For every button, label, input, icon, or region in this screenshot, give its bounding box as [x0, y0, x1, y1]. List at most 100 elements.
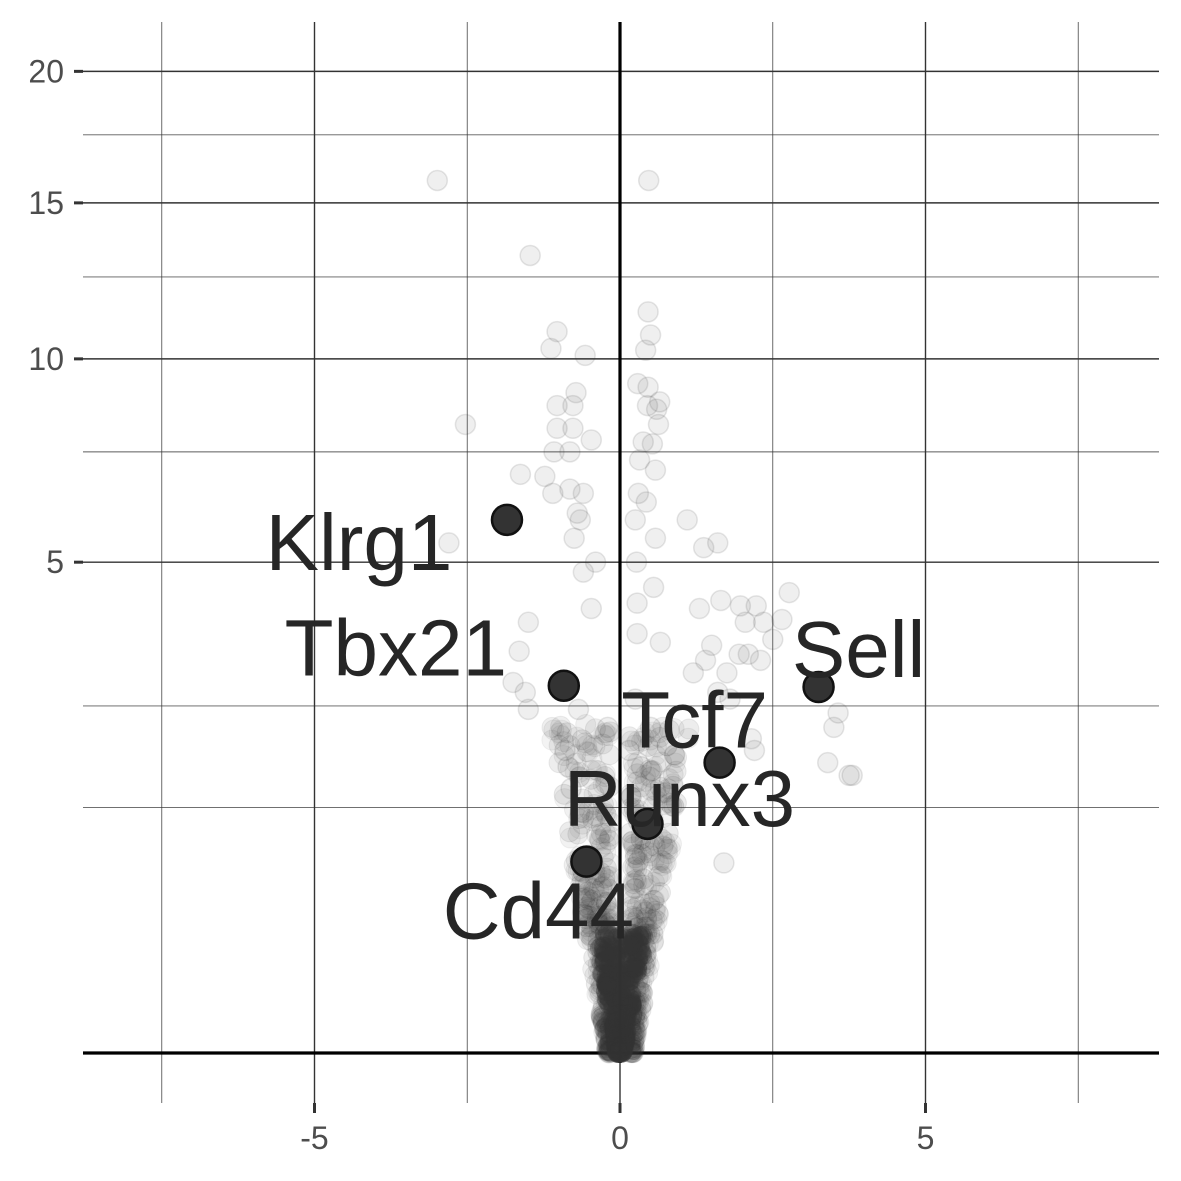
data-point [595, 833, 617, 855]
data-point [612, 1033, 633, 1054]
data-point [610, 978, 631, 999]
data-point [644, 459, 667, 481]
data-point [620, 1040, 642, 1062]
data-point [587, 912, 609, 934]
data-point [590, 889, 612, 911]
data-point [607, 1031, 628, 1052]
data-point [572, 482, 595, 505]
data-point [611, 1042, 632, 1063]
data-point [629, 926, 650, 947]
data-point [648, 391, 671, 413]
data-point [596, 914, 618, 936]
data-point [622, 990, 644, 1012]
data-point [630, 999, 652, 1021]
data-point [622, 1039, 644, 1061]
data-point [575, 908, 597, 930]
highlighted-points [490, 503, 835, 878]
data-point [597, 946, 619, 968]
data-point [592, 774, 614, 796]
data-point [600, 1041, 622, 1063]
data-point [605, 1034, 626, 1055]
data-point [589, 984, 611, 1006]
data-point [583, 878, 605, 900]
data-point [569, 765, 591, 787]
data-point [628, 1003, 650, 1025]
data-point [620, 970, 641, 991]
data-point [632, 899, 654, 921]
data-point [626, 1009, 648, 1031]
data-point [601, 937, 622, 958]
data-point [597, 976, 618, 997]
data-point [596, 805, 618, 827]
data-point [514, 681, 537, 704]
data-point [628, 948, 649, 969]
data-point [604, 986, 625, 1007]
data-point [630, 929, 652, 951]
data-point [630, 956, 652, 978]
data-point [622, 1041, 644, 1063]
data-point [613, 1003, 634, 1024]
data-point [630, 925, 652, 947]
data-point [581, 807, 603, 829]
data-point [626, 622, 648, 645]
data-point [606, 1038, 627, 1059]
data-point [607, 1041, 628, 1062]
data-point [580, 920, 602, 942]
data-point [622, 1042, 644, 1064]
data-point [740, 727, 763, 750]
data-point [621, 1021, 643, 1043]
data-point [604, 1019, 625, 1040]
data-point [639, 716, 662, 739]
data-point [598, 975, 620, 997]
data-point [634, 770, 656, 792]
data-point [629, 972, 651, 994]
data-point [749, 649, 772, 672]
data-point [543, 719, 565, 741]
data-point [588, 914, 610, 936]
data-point [599, 1022, 621, 1044]
data-point [612, 1018, 633, 1039]
data-point [663, 744, 685, 766]
data-point [621, 984, 642, 1005]
data-point [624, 927, 645, 948]
data-point [591, 936, 613, 958]
data-point [636, 923, 658, 945]
data-point [632, 944, 653, 965]
data-point [635, 943, 657, 965]
data-point [621, 984, 643, 1006]
data-point [600, 943, 622, 965]
data-point [651, 854, 673, 876]
data-point [645, 895, 667, 917]
data-point [619, 1013, 641, 1035]
data-point [632, 982, 654, 1004]
data-point [707, 681, 729, 704]
data-point [622, 1023, 644, 1045]
data-point [641, 909, 663, 931]
y-tick-label: 5 [46, 544, 64, 580]
data-point [598, 934, 620, 956]
data-point [599, 1030, 621, 1052]
data-point [645, 398, 668, 421]
data-point [587, 954, 609, 976]
data-point [648, 852, 670, 874]
data-point [643, 930, 665, 952]
data-point [598, 942, 619, 963]
data-point [600, 965, 621, 986]
data-point [599, 905, 621, 927]
data-point [622, 967, 644, 989]
data-point [591, 1001, 613, 1023]
data-point [612, 1042, 633, 1063]
data-point [620, 980, 642, 1002]
data-point [620, 1009, 642, 1031]
data-point [612, 928, 633, 949]
data-point [636, 909, 658, 931]
data-point [600, 811, 622, 833]
data-point [627, 976, 649, 998]
data-point [636, 877, 658, 899]
data-point [588, 828, 610, 850]
data-point [623, 958, 644, 979]
data-point [623, 873, 645, 895]
data-point [502, 671, 524, 694]
data-point [651, 751, 673, 773]
data-point [594, 923, 615, 944]
